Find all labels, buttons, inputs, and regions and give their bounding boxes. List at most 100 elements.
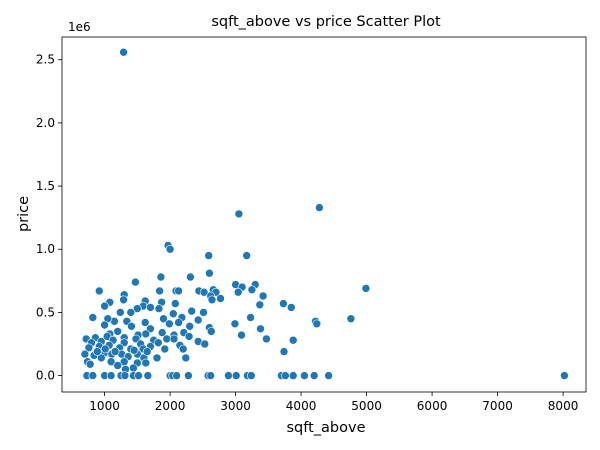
data-point-18 [155,286,164,296]
data-point-156 [309,371,319,380]
data-point-148 [224,371,233,380]
data-point-59 [140,318,150,327]
data-point-130 [129,345,139,355]
data-point-42 [286,303,296,312]
data-point-114 [181,353,191,363]
data-point-34 [207,295,217,305]
data-point-31 [119,295,128,305]
data-point-47 [169,309,178,319]
x-tick-label: 2000 [155,399,186,413]
data-point-132 [160,344,170,354]
data-point-33 [171,299,180,308]
data-point-61 [174,318,183,327]
data-point-151 [247,371,256,380]
y-tick-label: 2.5 [36,53,55,67]
data-point-53 [193,315,203,325]
data-point-8 [186,272,195,282]
data-point-138 [120,371,130,380]
data-point-105 [178,344,188,354]
data-point-56 [312,319,322,329]
data-point-127 [93,347,102,356]
data-point-11 [131,277,140,287]
data-point-115 [152,353,162,363]
chart-title: sqft_above vs price Scatter Plot [211,14,441,30]
x-tick-label: 5000 [351,399,382,413]
data-point-73 [237,330,246,340]
data-point-79 [162,334,172,344]
data-point-87 [169,334,179,344]
data-point-72 [157,328,167,337]
data-point-154 [288,371,298,380]
data-point-95 [154,338,163,348]
data-point-43 [187,306,196,316]
data-point-96 [200,339,210,349]
data-point-26 [258,291,268,301]
data-point-38 [154,304,164,313]
data-point-67 [185,321,194,331]
data-point-123 [129,363,138,373]
data-point-6 [242,251,251,260]
data-point-119 [106,357,116,367]
data-point-98 [84,343,94,353]
data-point-51 [159,314,168,324]
data-point-155 [300,371,309,380]
data-point-65 [100,320,109,330]
data-point-24 [247,285,257,295]
x-tick-label: 7000 [482,399,513,413]
data-points [80,47,569,380]
x-tick-label: 4000 [286,399,317,413]
data-point-144 [172,371,181,380]
data-point-48 [246,313,255,322]
y-tick-label: 2.0 [36,116,55,130]
data-point-1 [315,203,324,212]
x-tick-label: 1000 [89,399,120,413]
data-point-80 [262,334,271,344]
data-point-40 [146,303,155,312]
data-point-22 [199,287,209,297]
data-point-27 [216,294,225,303]
data-point-70 [113,327,122,336]
data-point-36 [279,299,288,308]
x-axis-label: sqft_above [286,420,365,436]
data-point-60 [165,319,174,329]
data-point-122 [141,358,151,368]
data-point-64 [256,324,265,334]
data-point-23 [233,287,243,297]
data-point-125 [85,359,95,369]
data-point-39 [100,301,109,311]
data-point-52 [88,313,98,322]
y-axis-label: price [16,196,32,232]
data-point-16 [361,284,371,293]
data-point-41 [133,304,142,313]
data-point-140 [134,371,143,380]
data-point-9 [156,272,166,282]
data-point-66 [127,321,136,331]
data-point-158 [560,371,569,380]
data-point-136 [106,371,116,380]
data-point-44 [116,308,125,317]
x-tick-label: 3000 [220,399,251,413]
data-point-0 [119,47,128,57]
data-point-4 [165,244,175,254]
x-axis-ticks: 1000 2000 3000 4000 5000 6000 7000 8000 [89,392,578,413]
y-tick-label: 0.0 [36,369,55,383]
data-point-5 [204,251,213,260]
x-tick-label: 8000 [548,399,579,413]
data-point-17 [95,286,104,296]
y-tick-label: 1.0 [36,242,55,256]
data-point-129 [110,347,120,356]
data-point-131 [142,347,152,356]
data-point-126 [113,361,122,370]
y-axis-ticks: 0.0 0.5 1.0 1.5 2.0 2.5 [36,53,62,383]
data-point-116 [279,347,289,356]
data-point-35 [255,300,265,310]
data-point-147 [206,371,215,380]
data-point-46 [199,308,208,317]
data-point-106 [80,349,90,359]
data-point-128 [100,344,110,354]
data-point-141 [143,371,153,380]
y-offset-label: 1e6 [68,20,91,34]
data-point-117 [97,353,106,363]
data-point-78 [184,332,194,341]
